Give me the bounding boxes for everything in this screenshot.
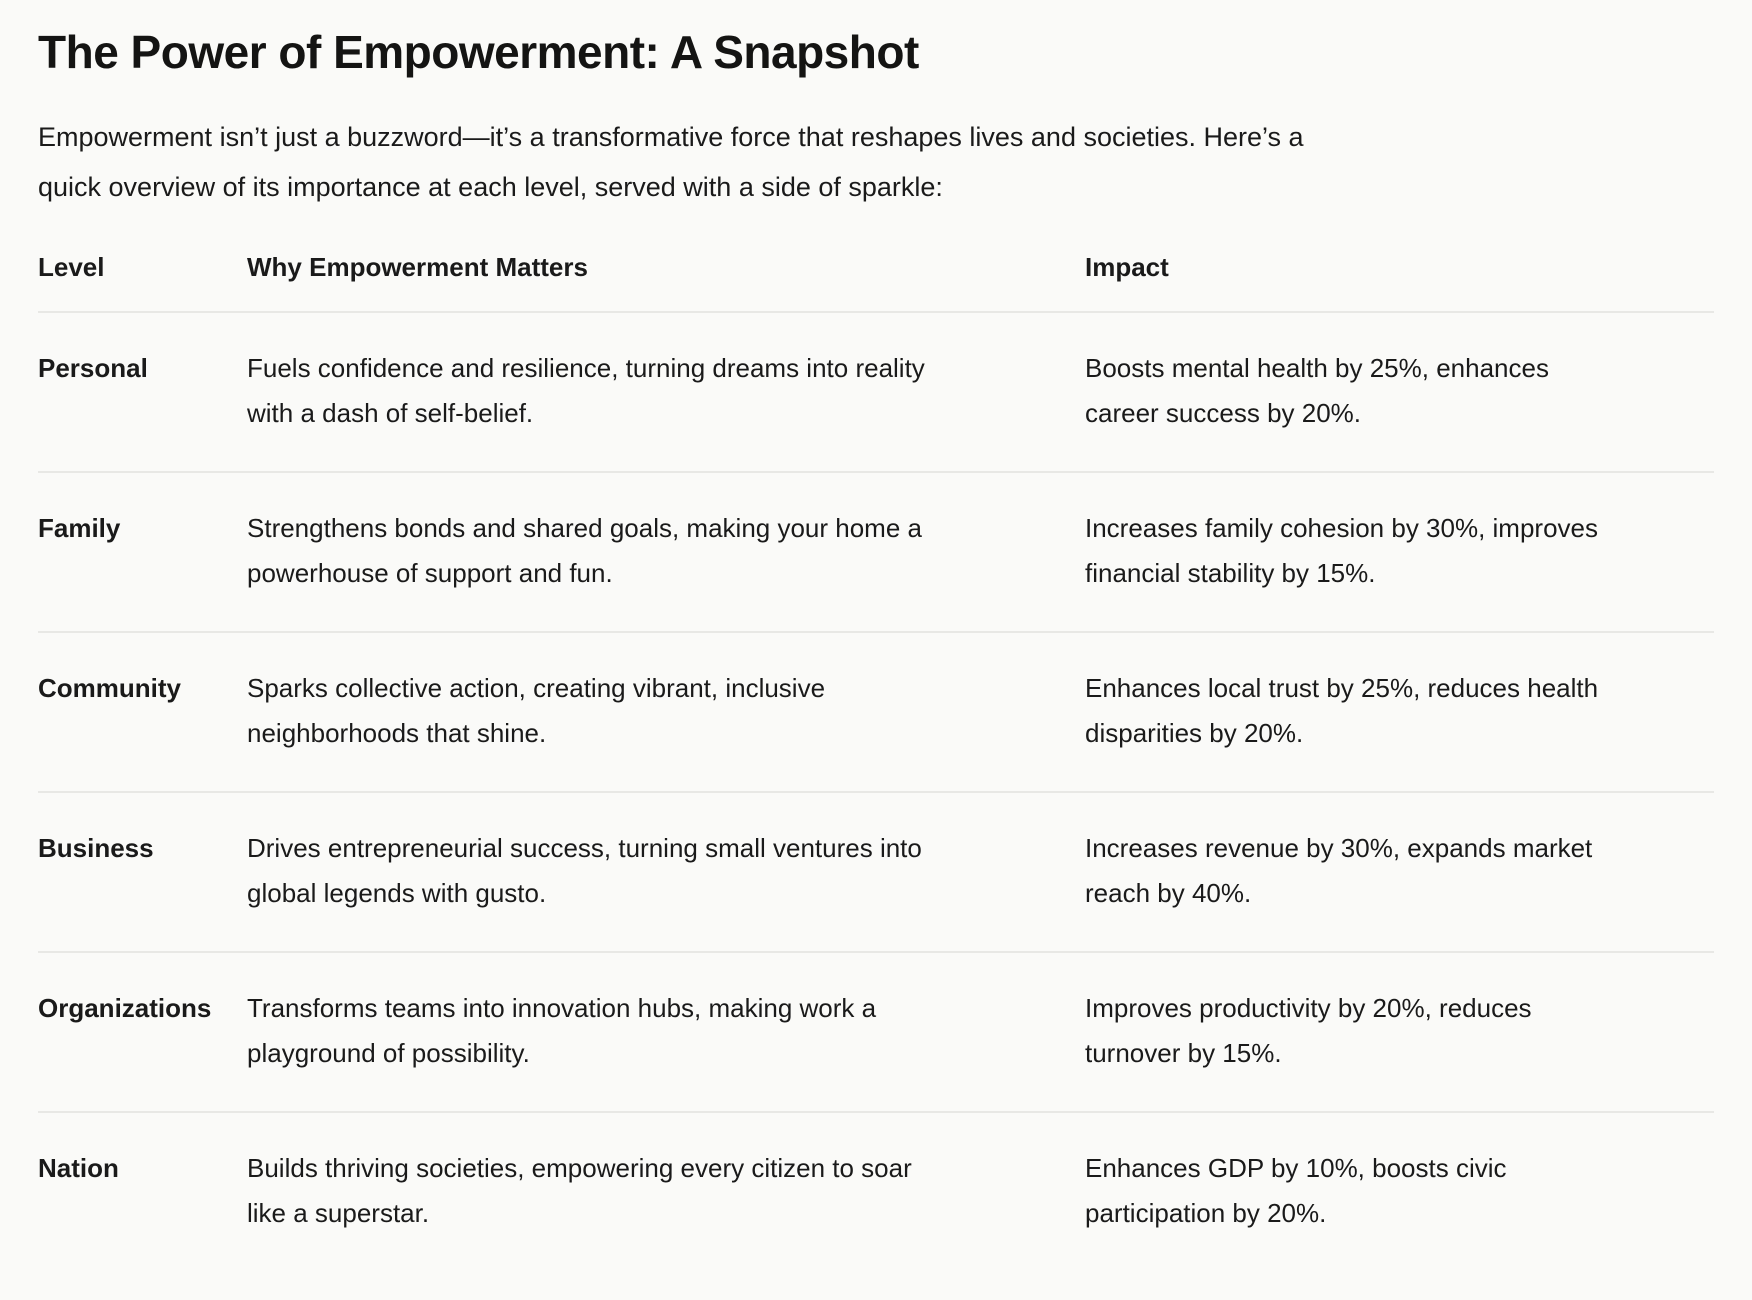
column-header-why: Why Empowerment Matters xyxy=(247,252,588,282)
cell-impact: Enhances local trust by 25%, reduces hea… xyxy=(1085,673,1599,748)
table-header: Level Why Empowerment Matters Impact xyxy=(38,247,1714,312)
cell-impact: Increases family cohesion by 30%, improv… xyxy=(1085,513,1599,588)
cell-level: Community xyxy=(38,673,181,703)
table-row: Family Strengthens bonds and shared goals… xyxy=(38,472,1714,632)
empowerment-table: Level Why Empowerment Matters Impact Per… xyxy=(38,247,1714,1271)
cell-impact: Increases revenue by 30%, expands market… xyxy=(1085,833,1593,908)
table-row: Organizations Transforms teams into innov… xyxy=(38,952,1714,1112)
table-row: Business Drives entrepreneurial success, … xyxy=(38,792,1714,952)
cell-level: Business xyxy=(38,833,154,863)
cell-why: Fuels confidence and resilience, turning… xyxy=(247,353,925,428)
cell-why: Sparks collective action, creating vibra… xyxy=(247,673,826,748)
cell-impact: Boosts mental health by 25%, enhances ca… xyxy=(1085,353,1549,428)
cell-why: Drives entrepreneurial success, turning … xyxy=(247,833,922,908)
column-header-level: Level xyxy=(38,252,105,282)
cell-level: Nation xyxy=(38,1153,119,1183)
header-row: Level Why Empowerment Matters Impact xyxy=(38,247,1714,312)
cell-level: Family xyxy=(38,513,121,543)
table-row: Nation Builds thriving societies, empower… xyxy=(38,1112,1714,1271)
page-title: The Power of Empowerment: A Snapshot xyxy=(38,26,919,78)
table-row: Community Sparks collective action, creat… xyxy=(38,632,1714,792)
cell-why: Transforms teams into innovation hubs, m… xyxy=(247,993,877,1068)
cell-level: Personal xyxy=(38,353,148,383)
table-body: Personal Fuels confidence and resilience,… xyxy=(38,312,1714,1271)
column-header-impact: Impact xyxy=(1085,252,1169,282)
cell-impact: Enhances GDP by 10%, boosts civic partic… xyxy=(1085,1153,1507,1228)
document: The Power of Empowerment: A Snapshot Emp… xyxy=(38,26,1714,1271)
cell-level: Organizations xyxy=(38,993,212,1023)
cell-why: Builds thriving societies, empowering ev… xyxy=(247,1153,912,1228)
table-row: Personal Fuels confidence and resilience,… xyxy=(38,312,1714,472)
cell-impact: Improves productivity by 20%, reduces tu… xyxy=(1085,993,1532,1068)
intro-paragraph: Empowerment isn’t just a buzzword—it’s a… xyxy=(38,122,1304,202)
cell-why: Strengthens bonds and shared goals, maki… xyxy=(247,513,922,588)
